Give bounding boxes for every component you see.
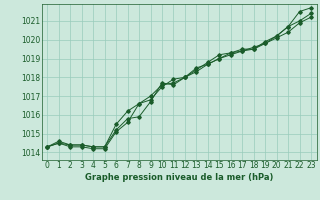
X-axis label: Graphe pression niveau de la mer (hPa): Graphe pression niveau de la mer (hPa): [85, 173, 273, 182]
